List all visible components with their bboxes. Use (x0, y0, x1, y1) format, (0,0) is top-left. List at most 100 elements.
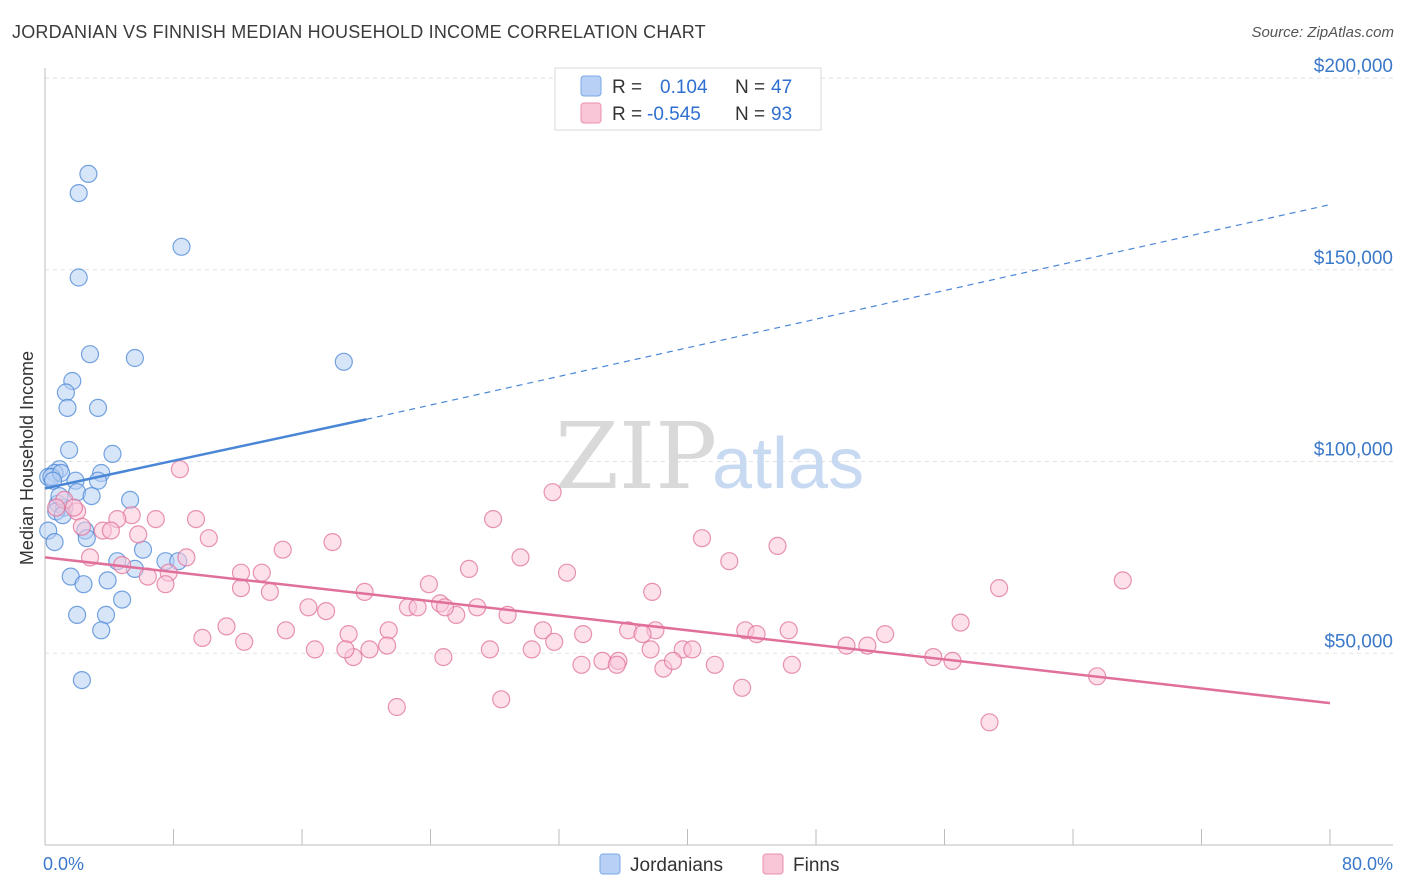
point-finns-18 (273, 540, 292, 559)
y-axis-title: Median Household Income (17, 351, 37, 565)
source-credit: Source: ZipAtlas.com (1251, 24, 1394, 41)
point-finns-58 (633, 624, 652, 644)
y-tick-label-1: $100,000 (1314, 440, 1393, 461)
y-tick-labels: $50,000 $100,000 $150,000 $200,000 (1314, 56, 1393, 652)
point-finns-17 (768, 536, 787, 556)
axes (44, 68, 1393, 846)
point-finns-33 (989, 578, 1009, 598)
point-finns-22 (720, 552, 739, 571)
legend-r-label-2: R = (612, 104, 642, 125)
x-tick-labels: 0.0% 80.0% (43, 854, 1393, 874)
bottom-legend-label-finns: Finns (793, 855, 839, 876)
point-jordanians-41 (112, 590, 132, 609)
point-jordanians-33 (133, 540, 153, 559)
watermark-zip: ZIP (555, 403, 717, 510)
point-finns-35 (643, 582, 662, 602)
point-jordanians-32 (45, 532, 64, 552)
point-finns-16 (323, 532, 342, 552)
point-jordanians-43 (96, 605, 116, 625)
point-finns-20 (177, 548, 196, 567)
watermark-atlas: atlas (712, 424, 864, 504)
point-jordanians-12 (103, 444, 122, 463)
point-jordanians-40 (74, 575, 93, 594)
point-finns-21 (511, 548, 530, 567)
bottom-legend-swatch-jordanians (599, 853, 621, 875)
bottom-legend: Jordanians Finns (599, 853, 839, 876)
point-jordanians-24 (121, 490, 140, 509)
point-finns-73 (336, 640, 355, 659)
point-jordanians-5 (125, 348, 144, 368)
point-finns-60 (193, 628, 212, 648)
point-finns-74 (434, 647, 453, 667)
legend-n-value-2: 93 (771, 104, 792, 125)
point-jordanians-44 (92, 621, 111, 640)
trend-line-jordanians (44, 418, 367, 490)
legend-n-label-2: N = (735, 104, 765, 125)
trend-lines (44, 204, 1331, 705)
point-finns-88 (732, 678, 752, 697)
point-finns-57 (747, 624, 766, 644)
point-finns-39 (317, 601, 336, 621)
point-finns-13 (129, 525, 148, 544)
point-finns-64 (378, 636, 397, 655)
point-jordanians-23 (82, 487, 101, 506)
point-finns-46 (951, 613, 970, 632)
point-finns-48 (276, 621, 295, 640)
point-finns-67 (545, 632, 564, 651)
point-finns-32 (231, 578, 251, 598)
point-finns-80 (782, 655, 802, 674)
bottom-legend-label-jordanians: Jordanians (630, 855, 723, 876)
point-finns-82 (607, 655, 626, 674)
x-tick-label-1: 80.0% (1342, 854, 1393, 874)
point-finns-12 (101, 521, 121, 540)
point-jordanians-1 (69, 184, 88, 203)
legend-r-label-1: R = (612, 77, 642, 98)
point-jordanians-6 (334, 352, 353, 371)
point-jordanians-2 (172, 237, 191, 256)
point-finns-7 (146, 509, 165, 529)
point-jordanians-0 (79, 164, 98, 183)
trend-line-finns (44, 556, 1331, 705)
point-finns-0 (170, 460, 189, 479)
point-finns-91 (980, 713, 999, 732)
point-finns-9 (484, 509, 503, 529)
point-jordanians-9 (58, 398, 77, 417)
point-finns-62 (305, 640, 324, 659)
point-finns-59 (875, 624, 895, 644)
point-finns-70 (837, 636, 856, 655)
point-jordanians-10 (88, 398, 108, 417)
point-jordanians-39 (98, 571, 117, 590)
point-jordanians-45 (72, 670, 92, 690)
point-finns-78 (663, 651, 683, 671)
point-finns-49 (339, 624, 358, 644)
point-finns-51 (533, 621, 553, 640)
point-jordanians-3 (69, 268, 88, 287)
point-finns-47 (217, 617, 236, 636)
point-finns-34 (1113, 571, 1132, 590)
point-jordanians-42 (67, 605, 87, 625)
trend-extension-jordanians (366, 204, 1331, 420)
point-finns-50 (379, 621, 398, 640)
point-finns-66 (522, 640, 541, 659)
point-finns-90 (387, 697, 406, 717)
point-jordanians-8 (56, 383, 76, 402)
chart-title: JORDANIAN VS FINNISH MEDIAN HOUSEHOLD IN… (12, 22, 706, 42)
point-finns-3 (47, 498, 66, 517)
point-finns-14 (692, 529, 712, 548)
point-finns-36 (260, 582, 279, 602)
point-finns-92 (64, 498, 84, 517)
point-finns-61 (235, 632, 254, 651)
point-finns-55 (779, 621, 798, 640)
point-finns-28 (557, 563, 577, 582)
legend-r-value-2: -0.545 (647, 104, 701, 125)
point-finns-84 (641, 640, 660, 659)
point-finns-83 (572, 655, 591, 674)
point-finns-52 (573, 624, 593, 644)
legend-n-value-1: 47 (771, 77, 792, 98)
legend-n-label-1: N = (735, 77, 765, 98)
point-finns-1 (543, 483, 562, 502)
point-finns-69 (683, 640, 702, 659)
legend: R = 0.104 N = 47 R = -0.545 N = 93 (554, 67, 822, 131)
y-tick-label-0: $50,000 (1324, 631, 1393, 652)
